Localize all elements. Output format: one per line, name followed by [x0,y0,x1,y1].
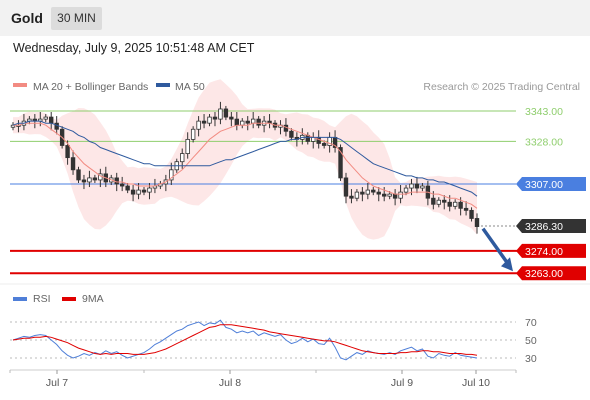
candle [360,187,365,202]
candle [196,116,201,137]
legend-ma50-swatch [156,83,170,87]
legend-rsi-swatch [13,297,27,301]
x-tick-label: Jul 9 [391,377,413,389]
candle [289,128,294,141]
candle [212,112,218,127]
candle [223,105,229,121]
candle [469,207,474,222]
candle [256,116,261,129]
projection-arrow [481,227,511,267]
candle [365,182,371,200]
rsi-tick-label: 70 [525,317,537,329]
header-bar: Gold 30 MIN [0,0,590,36]
rsi-tick-label: 30 [525,353,537,365]
legend-9ma-label: 9MA [82,293,104,305]
x-tick-label: Jul 10 [462,377,490,389]
candle [245,116,250,131]
candle [354,189,360,202]
candle [381,187,387,202]
level-label-4: 3274.00 [525,246,563,258]
ma20-line [13,122,478,209]
x-tick-label: Jul 7 [46,377,68,389]
candle [92,174,98,183]
level-label-5: 3263.00 [525,268,563,280]
candle [436,197,441,208]
candle [70,150,76,175]
candle [119,176,125,192]
candle [376,187,381,202]
candle [201,114,207,129]
level-tag-5 [516,266,586,281]
level-label-1: 3328.00 [525,136,563,148]
credit-text: Research © 2025 Trading Central [423,81,580,93]
level-tag-2 [516,177,586,191]
level-label-0: 3343.00 [525,106,563,118]
candle [442,195,447,210]
candle [414,176,420,194]
legend-ma50-label: MA 50 [175,81,205,93]
candle [403,185,409,196]
candle [130,185,136,202]
ma50-line [12,120,478,197]
legend-ma20-swatch [13,83,27,87]
candle [76,166,81,183]
candle [343,172,349,204]
instrument-title: Gold [11,10,43,26]
rsi-line [12,319,478,361]
level-label-2: 3307.00 [525,179,563,191]
candle [371,187,376,196]
candle [87,170,92,188]
candle [452,199,458,210]
candle [218,101,223,125]
candle [43,114,48,123]
candle [65,140,70,165]
candle [125,182,130,194]
candle [190,126,196,143]
timeframe-button[interactable]: 30 MIN [51,7,102,30]
level-tag-3 [516,218,586,233]
bollinger-band-area [13,79,477,240]
candle [474,213,480,234]
candle [338,144,343,181]
timestamp-text: Wednesday, July 9, 2025 10:51:48 AM CET [13,41,255,55]
level-label-3: 3286.30 [525,221,563,233]
candle [463,201,469,216]
candle [169,162,174,186]
candle [420,182,425,192]
x-tick-label: Jul 8 [219,377,241,389]
legend-rsi-label: RSI [33,293,51,305]
candle [185,132,190,159]
candle [81,174,87,190]
rsi-tick-label: 50 [525,335,537,347]
projection-arrowhead [501,257,513,272]
candle [229,112,234,127]
candle [207,114,212,127]
candle [349,189,354,204]
legend-ma20-label: MA 20 + Bollinger Bands [33,81,148,93]
candle [141,187,147,196]
rsi-9ma-line [12,324,478,356]
legend-9ma-swatch [62,297,76,301]
level-tag-4 [516,243,586,258]
